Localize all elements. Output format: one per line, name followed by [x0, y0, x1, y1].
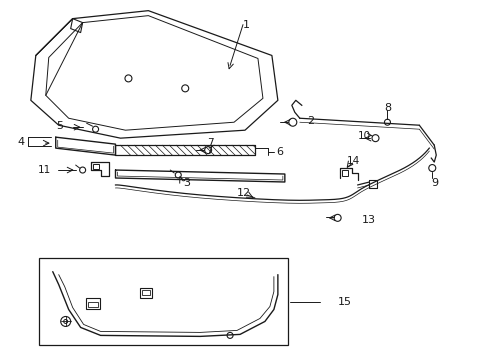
Text: 15: 15 [337, 297, 351, 306]
Bar [92, 164, 99, 169]
Text: 1: 1 [243, 19, 249, 30]
Bar [85, 298, 100, 310]
Text: 7: 7 [207, 138, 213, 148]
Text: 4: 4 [18, 137, 25, 147]
Text: 11: 11 [38, 165, 51, 175]
Text: 2: 2 [306, 116, 313, 126]
Bar [140, 288, 152, 298]
Text: 10: 10 [357, 131, 370, 141]
Bar [87, 302, 98, 306]
Text: 7: 7 [206, 145, 213, 155]
Text: 5: 5 [56, 121, 62, 131]
Text: 12: 12 [237, 188, 251, 198]
Text: 13: 13 [361, 215, 375, 225]
Text: 3: 3 [183, 178, 190, 188]
Text: 14: 14 [346, 156, 359, 166]
Bar [142, 289, 150, 294]
Bar [341, 170, 347, 176]
Text: 9: 9 [430, 178, 438, 188]
Text: 6: 6 [275, 147, 282, 157]
Text: 8: 8 [383, 103, 390, 113]
Bar [39, 258, 287, 345]
